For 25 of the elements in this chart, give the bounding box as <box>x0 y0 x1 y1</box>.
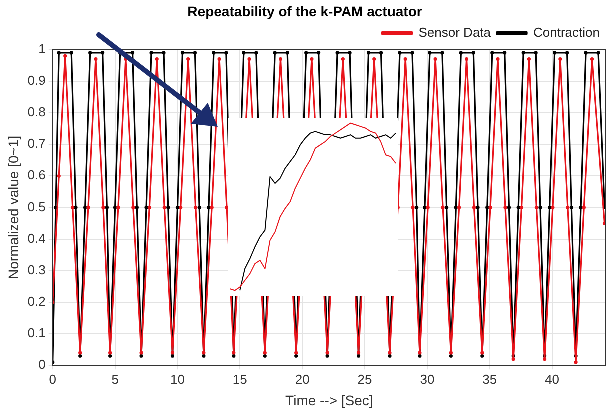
legend-label: Sensor Data <box>418 24 492 40</box>
chart-title: Repeatability of the k-PAM actuator <box>188 3 423 20</box>
y-tick-label: 1 <box>38 41 46 56</box>
y-tick-label: 0.2 <box>28 294 46 310</box>
y-tick-label: 0.7 <box>28 136 46 152</box>
x-tick-label: 40 <box>545 372 560 387</box>
y-tick-label: 0.9 <box>28 72 46 88</box>
y-tick-label: 0.3 <box>28 262 46 278</box>
y-tick-label: 0.1 <box>28 326 46 341</box>
x-tick-label: 20 <box>295 372 310 387</box>
y-tick-label: 0 <box>38 357 46 372</box>
x-axis-title: Time --> [Sec] <box>286 392 374 408</box>
x-tick-label: 30 <box>420 372 435 387</box>
y-tick-label: 0.5 <box>28 199 46 214</box>
x-tick-label: 0 <box>49 372 56 387</box>
y-axis-title: Normalized value [0~1] <box>5 136 22 280</box>
y-tick-label: 0.8 <box>28 104 46 120</box>
y-tick-label: 0.4 <box>28 230 46 246</box>
x-tick-label: 15 <box>232 372 248 387</box>
x-tick-label: 10 <box>170 372 185 387</box>
y-tick-label: 0.6 <box>28 168 46 183</box>
x-tick-label: 35 <box>482 372 498 387</box>
x-tick-label: 5 <box>112 372 119 387</box>
x-tick-label: 25 <box>358 372 372 387</box>
legend-label: Contraction <box>534 24 600 40</box>
